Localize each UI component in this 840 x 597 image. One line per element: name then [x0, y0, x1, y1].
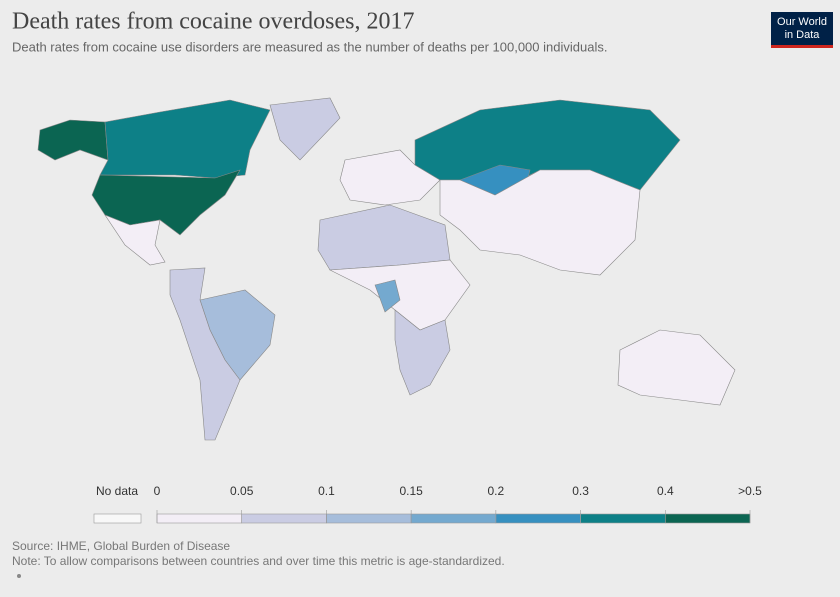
logo-line: Our World — [777, 16, 827, 28]
legend-tick-label: >0.5 — [738, 484, 762, 498]
legend-tick-label: 0.05 — [230, 484, 254, 498]
legend-tick-label: 0.2 — [488, 484, 505, 498]
alaska — [37, 119, 109, 161]
united-states — [91, 169, 241, 236]
world-map — [37, 97, 736, 441]
note: Note: To allow comparisons between count… — [12, 554, 505, 568]
legend-bin — [580, 513, 666, 524]
southern-africa — [394, 309, 451, 396]
asia — [439, 169, 641, 276]
legend-bin — [156, 513, 243, 524]
australia — [617, 329, 736, 406]
legend-bin — [326, 513, 412, 524]
greenland — [269, 97, 341, 161]
legend-tick-label: 0.1 — [318, 484, 335, 498]
legend-no-data — [93, 513, 142, 524]
legend-bin — [495, 513, 581, 524]
europe — [339, 149, 441, 206]
canada — [99, 99, 271, 179]
logo-line: in Data — [785, 29, 821, 41]
legend-bin — [410, 513, 497, 524]
legend-tick-label: 0.3 — [572, 484, 589, 498]
cameroon — [374, 279, 401, 313]
logo-bar — [771, 45, 833, 48]
south-america-west — [169, 267, 241, 441]
legend-tick-label: 0.15 — [399, 484, 423, 498]
legend-bin — [241, 513, 327, 524]
source: Source: IHME, Global Burden of Disease — [12, 539, 230, 553]
subtitle: Death rates from cocaine use disorders a… — [12, 39, 607, 54]
legend-tick-label: 0.4 — [657, 484, 674, 498]
legend-bin — [664, 513, 751, 524]
legend-tick-label: 0 — [154, 484, 161, 498]
mexico — [104, 214, 166, 266]
legend: No data — [93, 484, 142, 524]
north-africa — [317, 204, 451, 271]
logo-box — [771, 12, 833, 48]
title: Death rates from cocaine overdoses, 2017 — [12, 9, 415, 35]
legend-no-data-label: No data — [96, 484, 138, 498]
dot — [17, 574, 21, 578]
logo[interactable]: Our World in Data — [771, 12, 833, 48]
